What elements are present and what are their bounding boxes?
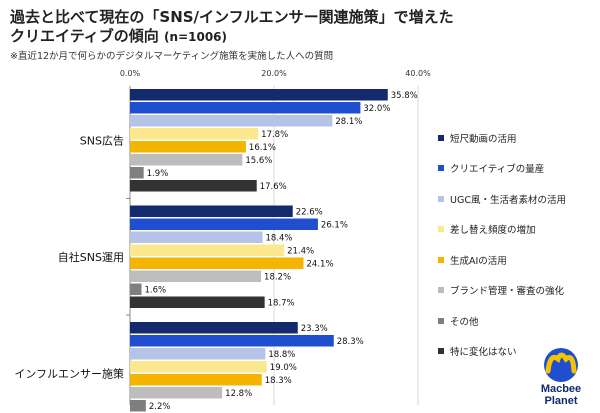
bar bbox=[130, 335, 334, 347]
logo-text-2: Planet bbox=[544, 395, 577, 407]
legend-swatch bbox=[438, 165, 444, 171]
data-label: 18.7% bbox=[268, 299, 295, 309]
data-label: 15.6% bbox=[245, 156, 272, 166]
legend-swatch bbox=[438, 226, 444, 232]
bar bbox=[130, 167, 144, 179]
data-label: 18.2% bbox=[264, 273, 291, 283]
legend-swatch bbox=[438, 256, 444, 263]
bar bbox=[130, 205, 293, 217]
bar bbox=[130, 257, 304, 269]
data-label: 32.0% bbox=[363, 104, 390, 114]
chart-subtitle: ※直近12か月で何らかのデジタルマーケティング施策を実施した人への質問 bbox=[10, 51, 334, 62]
bar bbox=[130, 154, 243, 166]
bar bbox=[130, 322, 298, 334]
x-tick-label: 40.0% bbox=[405, 69, 431, 78]
category-label: SNS広告 bbox=[80, 134, 124, 147]
legend-swatch bbox=[438, 134, 444, 141]
legend-label: ブランド管理・審査の強化 bbox=[450, 286, 565, 297]
data-label: 18.8% bbox=[268, 350, 295, 360]
sample-size: (n=1006) bbox=[164, 30, 228, 44]
bar bbox=[130, 400, 146, 412]
legend-label: 差し替え頻度の増加 bbox=[450, 225, 536, 236]
data-label: 22.6% bbox=[296, 208, 323, 218]
legend-swatch bbox=[438, 287, 444, 293]
bar bbox=[130, 141, 246, 153]
legend-item: ブランド管理・審査の強化 bbox=[438, 283, 598, 298]
legend-swatch bbox=[438, 317, 444, 324]
data-label: 19.0% bbox=[270, 363, 297, 373]
data-label: 2.2% bbox=[149, 402, 171, 412]
macbee-planet-logo: Macbee Planet bbox=[541, 348, 581, 407]
legend-swatch bbox=[438, 348, 444, 354]
data-label: 18.3% bbox=[265, 376, 292, 386]
bar bbox=[130, 231, 263, 243]
bar bbox=[130, 296, 265, 308]
legend-label: 特に変化はない bbox=[450, 347, 517, 358]
bar bbox=[130, 89, 388, 101]
bar bbox=[130, 102, 361, 114]
data-label: 24.1% bbox=[307, 260, 334, 270]
title-line-1: 過去と比べて現在の「SNS/インフルエンサー関連施策」で増えた bbox=[10, 8, 454, 26]
bar bbox=[130, 361, 267, 373]
bar bbox=[130, 374, 262, 386]
category-label: インフルエンサー施策 bbox=[14, 366, 124, 380]
data-label: 12.8% bbox=[225, 389, 252, 399]
x-tick-label: 20.0% bbox=[261, 69, 287, 78]
bar bbox=[130, 180, 257, 192]
legend-item: クリエイティブの量産 bbox=[438, 161, 598, 176]
legend-label: 生成AIの活用 bbox=[450, 255, 507, 267]
x-tick-label: 0.0% bbox=[120, 69, 141, 78]
data-label: 35.8% bbox=[391, 91, 418, 101]
data-label: 17.6% bbox=[260, 182, 287, 192]
data-label: 28.3% bbox=[337, 337, 364, 347]
legend-item: その他 bbox=[438, 313, 598, 328]
legend-swatch bbox=[438, 195, 444, 202]
data-label: 16.1% bbox=[249, 143, 276, 153]
bar bbox=[130, 244, 285, 256]
chart-title: 過去と比べて現在の「SNS/インフルエンサー関連施策」で増えた クリエイティブの… bbox=[10, 8, 480, 47]
bar bbox=[130, 283, 142, 295]
data-label: 17.8% bbox=[261, 130, 288, 140]
data-label: 1.6% bbox=[145, 286, 167, 296]
legend-item: 差し替え頻度の増加 bbox=[438, 222, 598, 237]
data-label: 18.4% bbox=[265, 234, 292, 244]
bar bbox=[130, 218, 318, 230]
title-line-2: クリエイティブの傾向 (n=1006) bbox=[10, 27, 228, 45]
data-label: 23.3% bbox=[301, 324, 328, 334]
legend-label: クリエイティブの量産 bbox=[450, 164, 545, 175]
legend-label: UGC風・生活者素材の活用 bbox=[450, 194, 566, 206]
bar bbox=[130, 115, 333, 127]
legend-item: 短尺動画の活用 bbox=[438, 130, 598, 145]
legend-item: UGC風・生活者素材の活用 bbox=[438, 191, 598, 206]
bar bbox=[130, 270, 262, 282]
bar bbox=[130, 128, 259, 140]
legend-item: 特に変化はない bbox=[438, 344, 598, 359]
bar bbox=[130, 348, 266, 360]
legend-label: 短尺動画の活用 bbox=[450, 133, 517, 145]
bar bbox=[130, 387, 223, 399]
logo-text-1: Macbee bbox=[541, 383, 581, 395]
legend: 短尺動画の活用クリエイティブの量産 UGC風・生活者素材の活用 差し替え頻度の増加生… bbox=[438, 130, 598, 374]
category-label: 自社SNS運用 bbox=[58, 250, 124, 264]
data-label: 21.4% bbox=[287, 247, 314, 257]
legend-item: 生成AIの活用 bbox=[438, 252, 598, 267]
data-label: 26.1% bbox=[321, 221, 348, 231]
legend-label: その他 bbox=[450, 316, 479, 328]
data-label: 1.9% bbox=[147, 169, 169, 179]
data-label: 28.1% bbox=[335, 117, 362, 127]
